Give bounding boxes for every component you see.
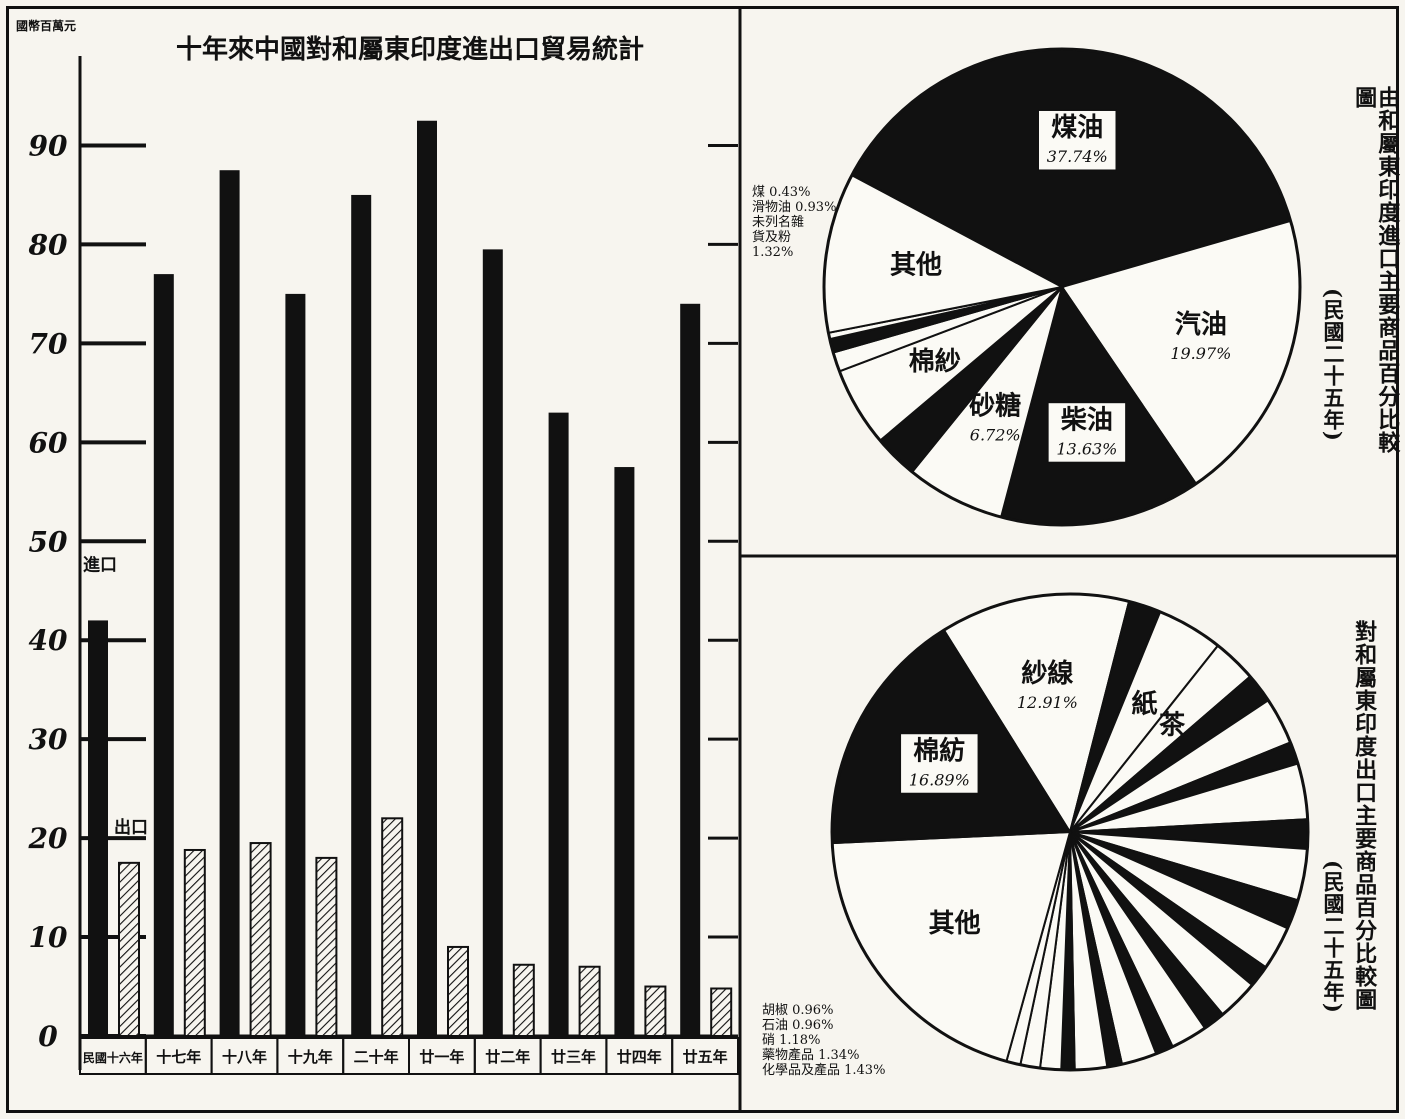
top-pie-callout: 煤 0.43% 滑物油 0.93% 未列名雜 貨及粉 1.32% <box>752 185 837 260</box>
bar-import <box>285 293 306 1036</box>
top-pie-slice-value: 6.72% <box>970 426 1021 445</box>
bar-export <box>183 848 206 1037</box>
y-tick-label: 0 <box>38 1020 58 1053</box>
x-tick-label: 十八年 <box>222 1048 267 1066</box>
bottom-pie-title: 對和屬東印度出口主要商品百分比較圖 <box>1351 620 1378 1011</box>
top-pie-slice-label: 汽油 <box>1175 310 1227 340</box>
y-tick-label: 20 <box>28 822 68 855</box>
x-tick-label: 廿四年 <box>617 1048 662 1066</box>
y-tick-label: 70 <box>29 327 68 360</box>
bottom-pie-label-box <box>899 732 980 795</box>
y-tick-label: 60 <box>29 426 68 459</box>
bottom-pie-slice-label: 棉紡 <box>913 735 965 766</box>
bar-export <box>644 985 667 1037</box>
y-tick-label: 90 <box>29 129 68 162</box>
category-cell <box>671 1037 740 1075</box>
bar-chart-title: 十年來中國對和屬東印度進出口貿易統計 <box>176 34 644 65</box>
bar-import <box>153 274 174 1037</box>
top-pie-slice-value: 19.97% <box>1170 344 1231 363</box>
bar-import <box>219 170 240 1037</box>
bar-export <box>118 861 140 1037</box>
top-pie-slice-label: 其他 <box>890 250 942 280</box>
top-pie-outline <box>822 47 1302 527</box>
bottom-pie-callout: 胡椒 0.96% 石油 0.96% 硝 1.18% 藥物產品 1.34% 化學品… <box>762 1003 886 1078</box>
x-tick-label: 民國十六年 <box>83 1050 143 1065</box>
bar-import <box>351 194 372 1036</box>
top-pie-slice-label: 棉紗 <box>909 347 961 377</box>
bottom-pie-outline <box>830 592 1310 1072</box>
bar-export <box>447 945 469 1038</box>
chart-frame <box>6 6 1399 1113</box>
bar-import <box>417 120 437 1037</box>
top-pie-subtitle: (民國二十五年) <box>1321 288 1346 442</box>
top-pie-slice-label: 砂糖 <box>969 391 1021 422</box>
y-tick-label: 40 <box>29 624 68 657</box>
x-tick-label: 廿五年 <box>683 1048 728 1066</box>
series-label-import: 進口 <box>83 555 117 575</box>
x-tick-label: 二十年 <box>354 1048 399 1066</box>
x-tick-label: 廿三年 <box>551 1048 596 1066</box>
bar-export <box>578 965 601 1037</box>
bottom-pie-slice-value: 12.91% <box>1017 693 1078 712</box>
bar-export <box>315 856 338 1037</box>
series-label-export: 出口 <box>114 817 148 838</box>
x-tick-label: 十七年 <box>156 1048 201 1066</box>
top-pie-label-box <box>1047 401 1127 464</box>
y-tick-label: 30 <box>29 723 68 756</box>
top-pie-slice-value: 37.74% <box>1047 147 1108 166</box>
y-tick-label: 50 <box>29 525 68 558</box>
top-pie-slice-value: 13.63% <box>1056 439 1117 458</box>
bar-import <box>548 412 569 1036</box>
x-tick-label: 廿二年 <box>485 1048 530 1066</box>
bar-export <box>381 817 404 1037</box>
bottom-pie-slice-label: 紗線 <box>1021 658 1073 689</box>
y-tick-label: 10 <box>29 921 68 954</box>
top-pie-slice-label: 煤油 <box>1051 113 1103 143</box>
bar-export <box>512 963 535 1037</box>
y-tick-label: 80 <box>28 228 68 261</box>
bottom-pie-subtitle: (民國二十五年) <box>1321 860 1346 1014</box>
top-pie-slice-label: 柴油 <box>1060 405 1113 435</box>
unit-label: 國幣百萬元 <box>16 18 76 33</box>
top-pie-label-box <box>1037 109 1117 171</box>
bar-import <box>614 467 635 1037</box>
bar-export <box>249 842 272 1037</box>
bar-import <box>680 303 701 1037</box>
x-tick-label: 廿一年 <box>419 1048 464 1066</box>
bottom-pie-slice-label: 紙 <box>1132 689 1158 720</box>
bottom-pie-slice-value: 16.89% <box>909 770 970 789</box>
bar-import <box>482 249 503 1037</box>
bar-export <box>710 987 733 1037</box>
x-tick-label: 十九年 <box>288 1048 333 1066</box>
bar-import <box>88 620 108 1036</box>
top-pie-title: 由和屬東印度進口主要商品百分比較圖 <box>1351 86 1401 454</box>
bottom-pie-slice-label: 其他 <box>929 909 981 939</box>
